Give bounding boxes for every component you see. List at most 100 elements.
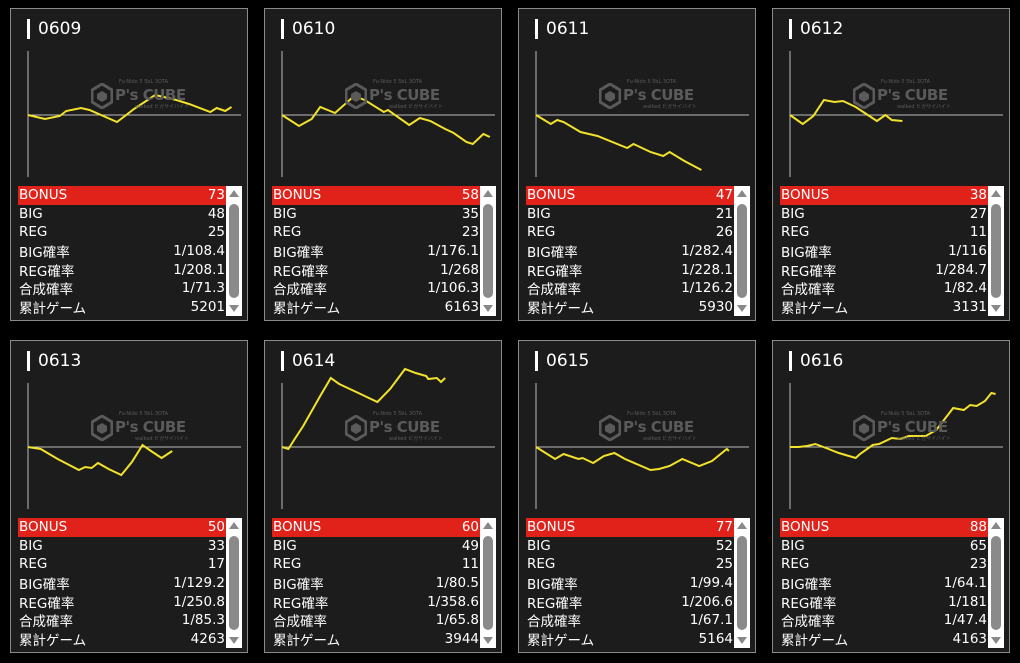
scroll-down-arrow-icon[interactable]: [483, 637, 493, 644]
scroll-up-arrow-icon[interactable]: [229, 190, 239, 197]
stats-row-reg_rate[interactable]: REG確率 1/181: [780, 592, 988, 612]
stats-row-reg_rate[interactable]: REG確率 1/358.6: [272, 592, 480, 612]
machine-card-0612[interactable]: 0612 Fu·Nido 5 5bL 3OTA P's CUBE walked …: [772, 8, 1010, 321]
stats-row-reg_rate[interactable]: REG確率 1/250.8: [18, 592, 226, 612]
scroll-down-arrow-icon[interactable]: [991, 305, 1001, 312]
scroll-thumb[interactable]: [483, 204, 493, 298]
stats-row-big[interactable]: BIG 35: [272, 205, 480, 224]
scroll-thumb[interactable]: [991, 204, 1001, 298]
scrollbar[interactable]: [480, 186, 496, 316]
scrollbar[interactable]: [988, 518, 1004, 648]
scrollbar[interactable]: [226, 518, 242, 648]
stats-row-reg[interactable]: REG 26: [526, 223, 734, 242]
stats-row-games[interactable]: 累計ゲーム 5164: [526, 630, 734, 649]
machine-card-0611[interactable]: 0611 Fu·Nido 5 5bL 3OTA P's CUBE walked …: [518, 8, 756, 321]
scroll-thumb[interactable]: [229, 536, 239, 630]
stats-row-big[interactable]: BIG 33: [18, 537, 226, 556]
stats-row-bonus[interactable]: BONUS 73: [18, 186, 226, 205]
stats-row-reg[interactable]: REG 25: [18, 223, 226, 242]
scrollbar[interactable]: [226, 186, 242, 316]
scrollbar[interactable]: [480, 518, 496, 648]
scroll-thumb[interactable]: [737, 204, 747, 298]
stats-row-big[interactable]: BIG 65: [780, 537, 988, 556]
scroll-down-arrow-icon[interactable]: [991, 637, 1001, 644]
stats-row-reg[interactable]: REG 25: [526, 555, 734, 574]
slump-line: [789, 98, 903, 126]
scroll-up-arrow-icon[interactable]: [483, 190, 493, 197]
stats-row-total_rate[interactable]: 合成確率 1/65.8: [272, 611, 480, 630]
ps-cube-watermark-logo: Fu·Nido 5 5bL 3OTA P's CUBE walked ビガサイバ…: [599, 79, 699, 115]
stats-row-reg[interactable]: REG 17: [18, 555, 226, 574]
stats-row-reg[interactable]: REG 11: [780, 223, 988, 242]
scroll-down-arrow-icon[interactable]: [229, 305, 239, 312]
scroll-thumb[interactable]: [991, 536, 1001, 630]
stats-row-games[interactable]: 累計ゲーム 5201: [18, 298, 226, 317]
scroll-thumb[interactable]: [737, 536, 747, 630]
stats-row-bonus[interactable]: BONUS 58: [272, 186, 480, 205]
machine-card-0613[interactable]: 0613 Fu·Nido 5 5bL 3OTA P's CUBE walked …: [10, 340, 248, 653]
stats-row-reg_rate[interactable]: REG確率 1/228.1: [526, 260, 734, 280]
scroll-down-arrow-icon[interactable]: [737, 305, 747, 312]
stats-row-reg_rate[interactable]: REG確率 1/208.1: [18, 260, 226, 280]
stats-row-total_rate[interactable]: 合成確率 1/126.2: [526, 279, 734, 298]
scroll-up-arrow-icon[interactable]: [991, 190, 1001, 197]
scroll-down-arrow-icon[interactable]: [229, 637, 239, 644]
stats-row-bonus[interactable]: BONUS 77: [526, 518, 734, 537]
scroll-up-arrow-icon[interactable]: [737, 522, 747, 529]
stats-row-games[interactable]: 累計ゲーム 4163: [780, 630, 988, 649]
scroll-up-arrow-icon[interactable]: [991, 522, 1001, 529]
scrollbar[interactable]: [734, 186, 750, 316]
stats-row-games[interactable]: 累計ゲーム 4263: [18, 630, 226, 649]
stats-row-total_rate[interactable]: 合成確率 1/106.3: [272, 279, 480, 298]
scroll-up-arrow-icon[interactable]: [229, 522, 239, 529]
stats-row-bonus[interactable]: BONUS 38: [780, 186, 988, 205]
machine-card-0615[interactable]: 0615 Fu·Nido 5 5bL 3OTA P's CUBE walked …: [518, 340, 756, 653]
machine-card-0610[interactable]: 0610 Fu·Nido 5 5bL 3OTA P's CUBE walked …: [264, 8, 502, 321]
scroll-up-arrow-icon[interactable]: [483, 522, 493, 529]
stats-row-big[interactable]: BIG 27: [780, 205, 988, 224]
stats-row-big[interactable]: BIG 52: [526, 537, 734, 556]
stats-value: 11: [461, 556, 479, 573]
stats-row-games[interactable]: 累計ゲーム 3131: [780, 298, 988, 317]
stats-row-bonus[interactable]: BONUS 47: [526, 186, 734, 205]
stats-row-total_rate[interactable]: 合成確率 1/71.3: [18, 279, 226, 298]
stats-row-bonus[interactable]: BONUS 88: [780, 518, 988, 537]
stats-label: REG確率: [527, 595, 583, 612]
stats-row-big_rate[interactable]: BIG確率 1/108.4: [18, 242, 226, 261]
stats-row-reg[interactable]: REG 23: [272, 223, 480, 242]
stats-row-reg[interactable]: REG 11: [272, 555, 480, 574]
stats-row-games[interactable]: 累計ゲーム 3944: [272, 630, 480, 649]
stats-row-total_rate[interactable]: 合成確率 1/85.3: [18, 611, 226, 630]
stats-row-total_rate[interactable]: 合成確率 1/82.4: [780, 279, 988, 298]
stats-row-big_rate[interactable]: BIG確率 1/64.1: [780, 574, 988, 593]
stats-row-big_rate[interactable]: BIG確率 1/80.5: [272, 574, 480, 593]
stats-row-big_rate[interactable]: BIG確率 1/176.1: [272, 242, 480, 261]
stats-row-bonus[interactable]: BONUS 60: [272, 518, 480, 537]
stats-row-reg_rate[interactable]: REG確率 1/206.6: [526, 592, 734, 612]
stats-row-reg[interactable]: REG 23: [780, 555, 988, 574]
stats-row-total_rate[interactable]: 合成確率 1/47.4: [780, 611, 988, 630]
machine-card-0609[interactable]: 0609 Fu·Nido 5 5bL 3OTA P's CUBE walked …: [10, 8, 248, 321]
machine-card-0616[interactable]: 0616 Fu·Nido 5 5bL 3OTA P's CUBE walked …: [772, 340, 1010, 653]
stats-row-reg_rate[interactable]: REG確率 1/268: [272, 260, 480, 280]
scrollbar[interactable]: [734, 518, 750, 648]
stats-row-big_rate[interactable]: BIG確率 1/99.4: [526, 574, 734, 593]
scrollbar[interactable]: [988, 186, 1004, 316]
scroll-down-arrow-icon[interactable]: [483, 305, 493, 312]
scroll-up-arrow-icon[interactable]: [737, 190, 747, 197]
stats-row-big_rate[interactable]: BIG確率 1/282.4: [526, 242, 734, 261]
stats-row-total_rate[interactable]: 合成確率 1/67.1: [526, 611, 734, 630]
stats-row-big_rate[interactable]: BIG確率 1/129.2: [18, 574, 226, 593]
scroll-thumb[interactable]: [483, 536, 493, 630]
scroll-down-arrow-icon[interactable]: [737, 637, 747, 644]
machine-card-0614[interactable]: 0614 Fu·Nido 5 5bL 3OTA P's CUBE walked …: [264, 340, 502, 653]
stats-row-bonus[interactable]: BONUS 50: [18, 518, 226, 537]
stats-row-big[interactable]: BIG 21: [526, 205, 734, 224]
scroll-thumb[interactable]: [229, 204, 239, 298]
stats-row-big_rate[interactable]: BIG確率 1/116: [780, 242, 988, 261]
stats-row-big[interactable]: BIG 48: [18, 205, 226, 224]
stats-row-reg_rate[interactable]: REG確率 1/284.7: [780, 260, 988, 280]
stats-row-games[interactable]: 累計ゲーム 5930: [526, 298, 734, 317]
stats-row-games[interactable]: 累計ゲーム 6163: [272, 298, 480, 317]
stats-row-big[interactable]: BIG 49: [272, 537, 480, 556]
